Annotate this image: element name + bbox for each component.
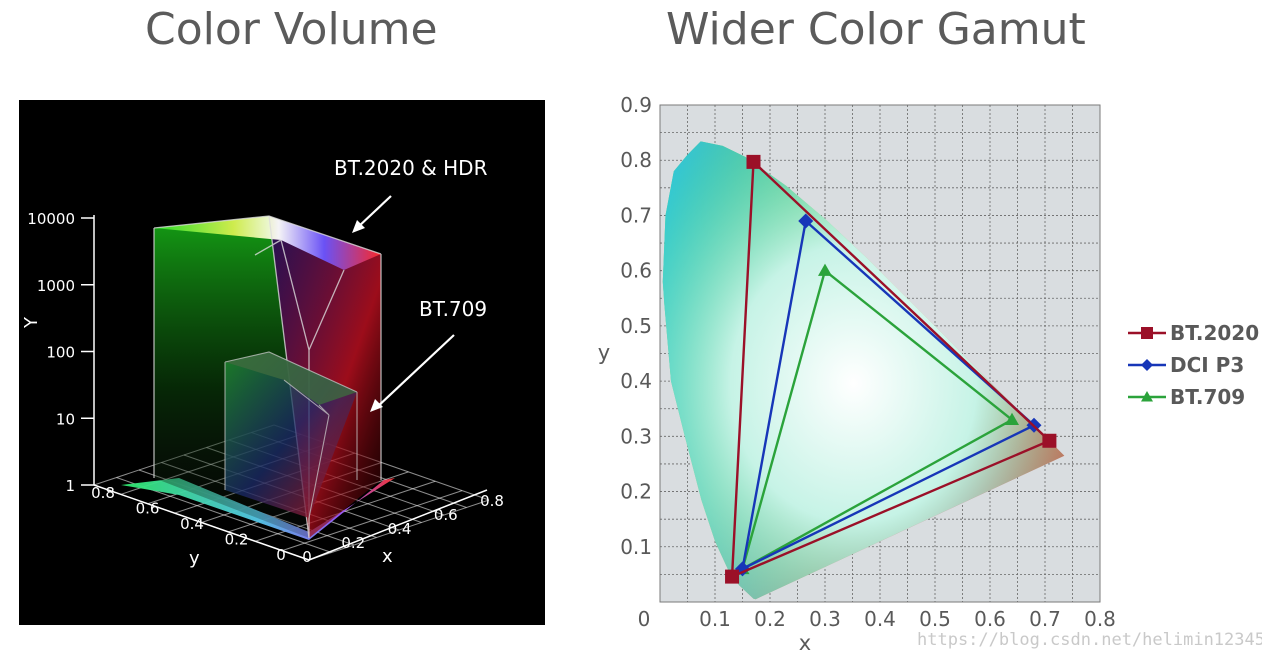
marker-square — [1141, 327, 1153, 339]
x-tick-label: 0.3 — [809, 607, 841, 631]
gamut-triangle — [730, 159, 1052, 579]
x-tick-label: 0.1 — [699, 607, 731, 631]
marker-square — [725, 569, 740, 584]
x-tick-label: 0.6 — [974, 607, 1006, 631]
watermark: https://blog.csdn.net/helimin12345 — [917, 630, 1262, 650]
color-volume-chart: 1 10 100 1000 10000 0 0.2 0.4 0.6 0.8 0 0.2 0.4 0.6… — [21, 156, 504, 569]
arrowhead-bt2020 — [352, 220, 365, 233]
x-tick-label: 0.8 — [480, 492, 504, 510]
x-tick-label: 0.4 — [864, 607, 896, 631]
y-tick-label: 0.8 — [620, 148, 652, 172]
color-volume-panel: 1 10 100 1000 10000 0 0.2 0.4 0.6 0.8 0 0.2 0.4 0.6… — [19, 100, 545, 625]
y-tick-label: 0.2 — [620, 480, 652, 504]
y-tick-label: 0.4 — [620, 369, 652, 393]
marker-triangle — [1005, 412, 1019, 426]
y-axis-label: y — [598, 341, 610, 365]
x-tick-label: 0.5 — [919, 607, 951, 631]
floor-grid-line — [281, 490, 463, 552]
x-axis-ticks: 0 0.2 0.4 0.6 0.8 — [302, 492, 504, 566]
y-tick-label: 0.9 — [620, 93, 652, 117]
marker-square — [1042, 433, 1057, 448]
y-tick-label: 0.8 — [91, 484, 115, 502]
annotation-arrow-bt709 — [375, 334, 455, 409]
y-tick-label: 0.1 — [620, 535, 652, 559]
volume-axes — [93, 215, 488, 561]
y-tick-label: 0.6 — [620, 259, 652, 283]
annotation-bt709: BT.709 — [419, 297, 487, 321]
marker-triangle — [1141, 391, 1153, 402]
gamut-floor — [121, 478, 395, 540]
legend-label: BT.709 — [1170, 385, 1245, 409]
x-tick-label: 0.6 — [434, 506, 458, 524]
gamut-triangle — [740, 268, 1015, 572]
Y-tick-label: 1000 — [37, 277, 75, 295]
marker-triangle — [818, 263, 832, 276]
legend-label: DCI P3 — [1170, 353, 1244, 377]
Y-axis-label: Y — [21, 316, 42, 329]
Y-tick-label: 1 — [65, 477, 75, 495]
Y-tick-label: 10 — [56, 410, 75, 428]
Y-tick-label: 100 — [46, 344, 75, 362]
arrowhead-bt709 — [370, 399, 383, 412]
x-tick-label: 0.7 — [1029, 607, 1061, 631]
floor-grid-line — [308, 499, 490, 561]
y-tick-label: 0 — [276, 546, 286, 564]
gamut-triangle — [740, 218, 1037, 571]
Y-axis-ticks: 1 10 100 1000 10000 — [27, 210, 94, 495]
x-tick-label: 0.2 — [754, 607, 786, 631]
y-tick-label: 0.2 — [225, 531, 249, 549]
y-axis-ticks: 0 0.2 0.4 0.6 0.8 — [91, 484, 286, 564]
annotation-arrow-bt2020 — [356, 195, 392, 229]
bt709-volume — [224, 351, 358, 519]
x-axis-label: x — [382, 546, 393, 567]
legend-item-bt-709: BT.709 — [1128, 385, 1245, 409]
marker-diamond — [735, 561, 750, 577]
y-tick-label: 0.3 — [620, 424, 652, 448]
axis-tick-labels: 0 0.1 0.2 0.3 0.4 0.5 0.6 0.7 0.8 0.1 0.2 0.3 0.4 0.5… — [620, 93, 1116, 631]
x-tick-label: 0 — [302, 548, 312, 566]
right-title: Wider Color Gamut — [666, 4, 1086, 55]
annotation-bt2020-hdr: BT.2020 & HDR — [334, 156, 488, 180]
x-tick-label: 0.2 — [341, 534, 365, 552]
marker-square — [746, 154, 761, 169]
y-axis-label: y — [189, 548, 200, 569]
legend-item-dci-p3: DCI P3 — [1128, 353, 1244, 377]
gamut-series — [725, 154, 1057, 584]
marker-diamond — [1141, 359, 1153, 371]
marker-diamond — [798, 213, 814, 229]
y-tick-label: 0.6 — [136, 500, 160, 518]
x-tick-label: 0.8 — [1084, 607, 1116, 631]
legend-label: BT.2020 — [1170, 321, 1259, 345]
legend: BT.2020 DCI P3 BT.709 — [1128, 321, 1259, 409]
legend-item-bt-2020: BT.2020 — [1128, 321, 1259, 345]
x-tick-label: 0 — [638, 607, 651, 631]
y-tick-label: 0.7 — [620, 203, 652, 227]
gamut-chart: 0 0.1 0.2 0.3 0.4 0.5 0.6 0.7 0.8 0.1 0.2 0.3 0.4 0.5… — [598, 93, 1259, 655]
y-tick-label: 0.4 — [180, 515, 204, 533]
y-tick-label: 0.5 — [620, 314, 652, 338]
x-axis-label: x — [799, 631, 811, 655]
Y-tick-label: 10000 — [27, 210, 75, 228]
gamut-chart-panel: 0 0.1 0.2 0.3 0.4 0.5 0.6 0.7 0.8 0.1 0.2 0.3 0.4 0.5… — [590, 90, 1262, 664]
series-bt-2020 — [725, 154, 1057, 584]
x-tick-label: 0.4 — [388, 520, 412, 538]
left-title: Color Volume — [145, 4, 438, 55]
